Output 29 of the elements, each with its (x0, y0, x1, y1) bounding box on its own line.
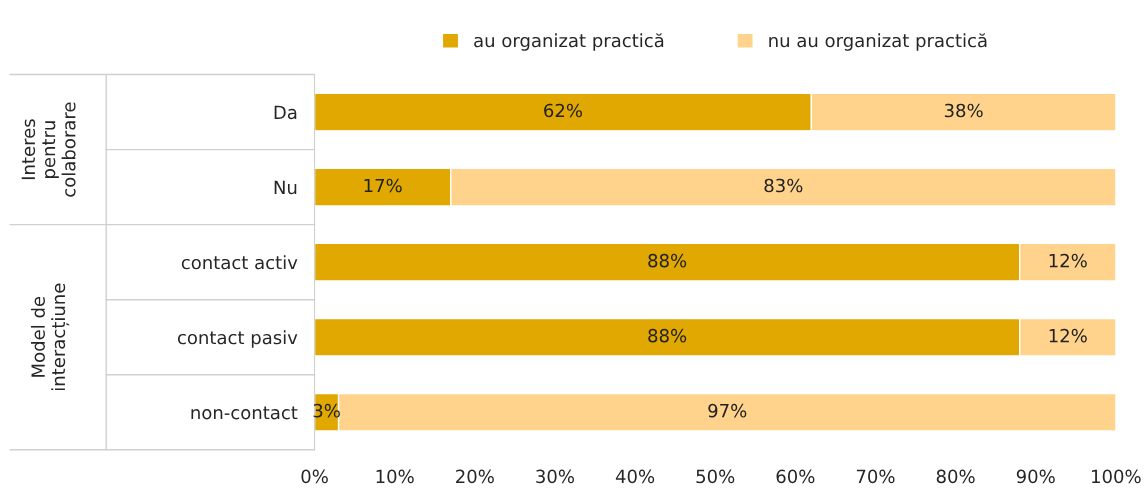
text: Model de interacțiune (30, 283, 70, 391)
x-tick-label: 60% (776, 469, 815, 484)
y-tick-label: non-contact (191, 406, 298, 420)
x-tick-label: 50% (696, 469, 735, 484)
data-label: 12% (1049, 328, 1087, 343)
x-tick-label: 30% (536, 469, 575, 484)
data-label: 88% (648, 328, 687, 343)
y-tick-label: contact activ (181, 255, 298, 270)
data-label: 12% (1049, 253, 1087, 268)
data-label: 38% (944, 103, 983, 118)
x-tick-label: 100% (1092, 469, 1141, 484)
y-tick-label: Nu (274, 180, 297, 195)
x-tick-label: 20% (456, 469, 494, 484)
x-tick-label: 90% (1016, 469, 1055, 484)
legend-label: nu au organizat practică (769, 33, 987, 51)
x-tick-label: 80% (936, 469, 975, 484)
x-tick-label: 10% (376, 469, 414, 484)
x-tick-label: 40% (615, 469, 655, 484)
data-label: 83% (764, 178, 803, 193)
y-tick-label: contact pasiv (177, 330, 298, 348)
data-label: 62% (544, 103, 583, 118)
text: Interes pentru colaborare (21, 102, 76, 197)
data-label: 97% (708, 403, 747, 418)
data-label: 88% (648, 253, 687, 268)
data-label: 17% (364, 178, 402, 193)
legend-label: au organizat practică (474, 33, 664, 51)
x-tick-label: 0% (301, 469, 328, 484)
x-tick-label: 70% (856, 469, 895, 484)
y-tick-label: Da (274, 105, 297, 120)
